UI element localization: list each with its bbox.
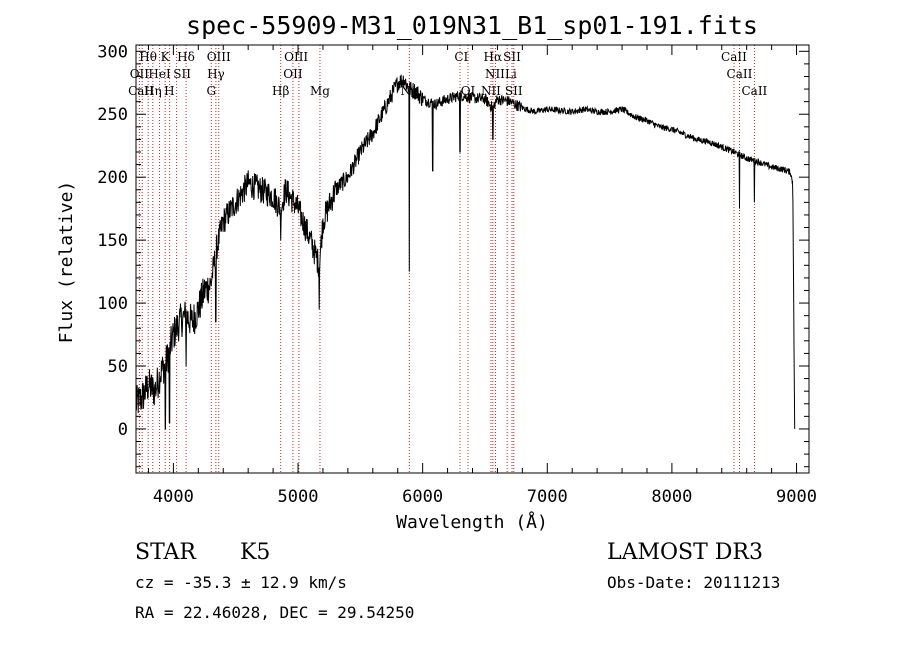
y-tick-label: 150 bbox=[97, 231, 128, 251]
spectral-line-label: OII bbox=[130, 67, 150, 81]
chart-title: spec-55909-M31_019N31_B1_sp01-191.fits bbox=[186, 11, 758, 40]
spectral-line-label: SII bbox=[173, 67, 191, 81]
spectral-line-label: OIII bbox=[284, 50, 308, 64]
y-tick-label: 250 bbox=[97, 105, 128, 125]
x-tick-label: 4000 bbox=[153, 487, 194, 507]
y-tick-label: 0 bbox=[118, 420, 128, 440]
spectral-line-label: Hη bbox=[144, 84, 162, 98]
flux-series-line bbox=[135, 74, 796, 430]
spectral-line-label: SII bbox=[503, 50, 521, 64]
x-tick-label: 9000 bbox=[776, 487, 817, 507]
spectral-line-label: Hβ bbox=[272, 84, 289, 98]
reference-lines bbox=[138, 45, 755, 473]
object-subclass: K5 bbox=[240, 540, 271, 565]
observation-date: Obs-Date: 20111213 bbox=[607, 573, 781, 592]
spectral-line-label: K bbox=[161, 50, 171, 64]
axis-ticks: 4000 5000 6000 7000 8000 9000 0 50 100 150 200 250 3… bbox=[97, 42, 817, 507]
redshift-velocity: cz = -35.3 ± 12.9 km/s bbox=[135, 573, 347, 592]
x-tick-label: 5000 bbox=[278, 487, 319, 507]
spectral-line-label: HeI bbox=[148, 67, 171, 81]
spectral-line-label: CaII bbox=[128, 84, 154, 98]
y-tick-label: 100 bbox=[97, 294, 128, 314]
spectral-line-label: H bbox=[164, 84, 174, 98]
spectral-line-label: Mg bbox=[310, 84, 330, 98]
spectral-line-label: SII bbox=[505, 84, 523, 98]
spectral-line-label: NII bbox=[481, 84, 501, 98]
survey-name: LAMOST DR3 bbox=[607, 540, 763, 565]
spectral-line-label: CaII bbox=[727, 67, 753, 81]
spectral-line-label: Hδ bbox=[177, 50, 195, 64]
spectral-line-label: G bbox=[206, 84, 216, 98]
spectral-line-label: CaII bbox=[721, 50, 747, 64]
spectral-line-label: OIII bbox=[207, 50, 231, 64]
x-axis-label: Wavelength (Å) bbox=[396, 511, 548, 533]
y-tick-label: 200 bbox=[97, 168, 128, 188]
spectral-line-label: Hα bbox=[484, 50, 503, 64]
coordinates: RA = 22.46028, DEC = 29.54250 bbox=[135, 603, 415, 622]
spectral-line-label: OII bbox=[283, 67, 303, 81]
x-tick-label: 6000 bbox=[402, 487, 443, 507]
spectral-line-label: CI bbox=[454, 50, 468, 64]
spectral-line-label: NII bbox=[485, 67, 505, 81]
x-tick-label: 8000 bbox=[651, 487, 692, 507]
y-axis-label: Flux (relative) bbox=[56, 181, 77, 344]
spectral-line-label: CaII bbox=[741, 84, 767, 98]
spectral-line-label: Hθ bbox=[139, 50, 157, 64]
spectral-line-label: Li bbox=[505, 67, 517, 81]
plot-frame bbox=[135, 44, 810, 474]
spectral-line-label: Hγ bbox=[207, 67, 225, 81]
x-tick-label: 7000 bbox=[527, 487, 568, 507]
y-tick-label: 50 bbox=[108, 357, 128, 377]
y-tick-label: 300 bbox=[97, 42, 128, 62]
object-class: STAR bbox=[135, 540, 196, 565]
